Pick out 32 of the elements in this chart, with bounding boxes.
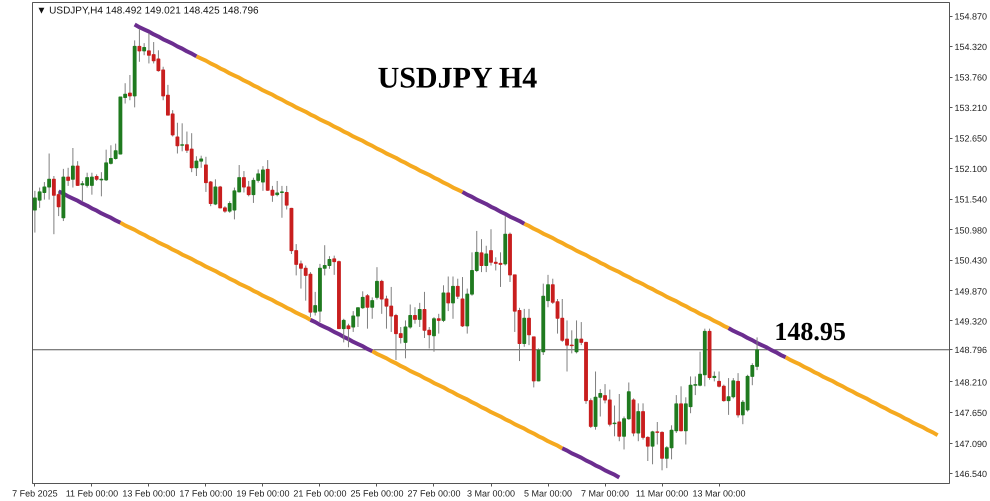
y-tick-label: 146.540 bbox=[954, 469, 988, 480]
y-tick-label: 150.980 bbox=[954, 225, 988, 236]
y-tick-label: 153.210 bbox=[954, 102, 988, 113]
x-tick-label: 13 Mar 00:00 bbox=[692, 488, 746, 498]
y-tick-label: 147.090 bbox=[954, 438, 988, 449]
y-tick-label: 148.210 bbox=[954, 377, 988, 388]
y-tick-label: 154.320 bbox=[954, 42, 988, 52]
x-tick-label: 3 Mar 00:00 bbox=[466, 488, 516, 498]
x-tick-label: 21 Feb 00:00 bbox=[293, 488, 346, 498]
y-tick-label: 154.870 bbox=[954, 12, 988, 22]
annotation: ▼ USDJPY,H4 148.492 149.021 148.425 148.796 bbox=[36, 6, 260, 16]
x-tick-label: 11 Mar 00:00 bbox=[636, 488, 688, 498]
x-tick-label: 7 Feb 2025 bbox=[12, 488, 58, 498]
text: USDJPY H4 bbox=[378, 62, 538, 95]
x-tick-label: 13 Feb 00:00 bbox=[122, 488, 176, 498]
x-tick-label: 7 Mar 00:00 bbox=[581, 488, 630, 498]
x-tick-label: 27 Feb 00:00 bbox=[407, 488, 461, 498]
x-tick-label: 5 Mar 00:00 bbox=[524, 488, 572, 498]
y-tick-label: 152.100 bbox=[954, 164, 988, 174]
y-tick-label: 147.650 bbox=[954, 408, 988, 418]
y-tick-label: 149.320 bbox=[954, 316, 988, 326]
y-tick-label: 149.870 bbox=[954, 286, 988, 296]
x-tick-label: 17 Feb 00:00 bbox=[179, 488, 232, 498]
x-tick-label: 25 Feb 00:00 bbox=[350, 488, 404, 498]
y-tick-label: 153.760 bbox=[954, 72, 988, 83]
y-tick-label: 152.650 bbox=[954, 134, 988, 144]
x-tick-label: 11 Feb 00:00 bbox=[66, 488, 118, 498]
x-tick-label: 19 Feb 00:00 bbox=[236, 488, 290, 498]
y-tick-label: 151.540 bbox=[954, 194, 988, 205]
ref-line-label: 148.796 bbox=[954, 345, 988, 356]
annotation: 148.95 bbox=[774, 317, 846, 346]
y-tick-label: 150.430 bbox=[954, 256, 988, 266]
